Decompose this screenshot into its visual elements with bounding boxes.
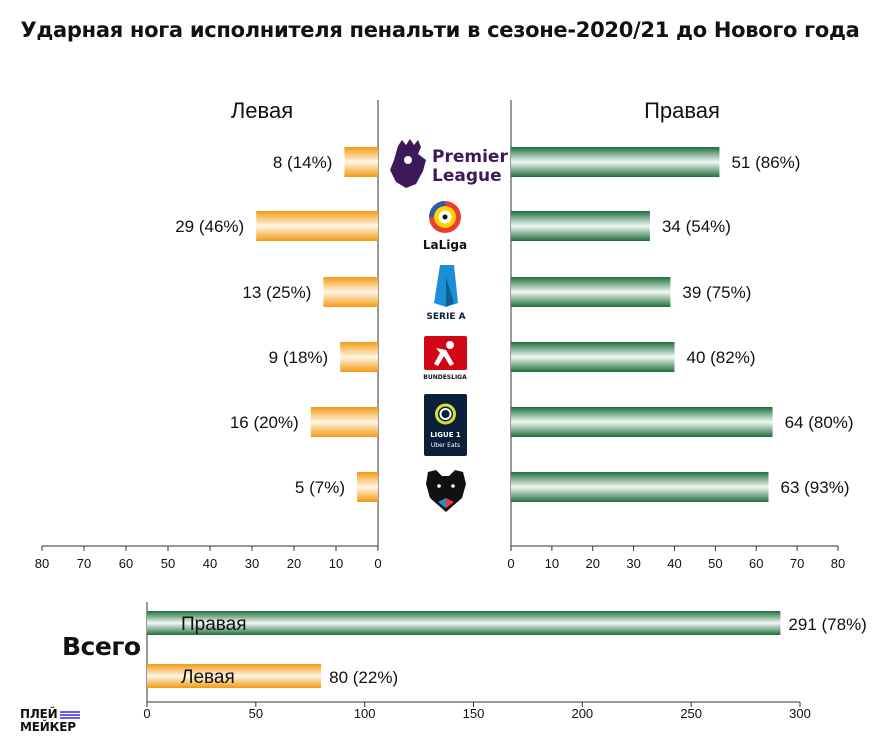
left-tick-label: 30: [245, 556, 259, 571]
left-tick-label: 40: [203, 556, 217, 571]
brand-line1-wrap: ПЛЕЙ: [20, 708, 90, 721]
rpl-bear-logo: [426, 470, 466, 512]
total-bar-category-2: Левая: [181, 667, 235, 688]
bundesliga-logo-text: BUNDESLIGA: [423, 374, 467, 381]
left-value-label-3: 13 (25%): [242, 283, 311, 302]
right-tick-label: 70: [790, 556, 804, 571]
total-tick-labels: 0 50 100 150 200 250 300: [143, 702, 811, 721]
left-tick-label: 10: [329, 556, 343, 571]
total-tick-label: 300: [789, 706, 811, 721]
right-tick-label: 10: [545, 556, 559, 571]
right-tick-label: 30: [626, 556, 640, 571]
right-bar-1: [511, 147, 720, 177]
right-bar-3: [511, 277, 671, 307]
left-bar-5: [310, 407, 378, 437]
left-value-label-1: 8 (14%): [273, 153, 333, 172]
chart-title: Ударная нога исполнителя пенальти в сезо…: [20, 18, 860, 42]
total-tick-label: 100: [354, 706, 376, 721]
left-tick-label: 70: [77, 556, 91, 571]
left-value-label-4: 9 (18%): [269, 348, 329, 367]
total-tick-label: 250: [680, 706, 702, 721]
right-value-label-4: 40 (82%): [687, 348, 756, 367]
ligue1-logo-text: LIGUE 1: [430, 431, 461, 439]
right-tick-label: 40: [667, 556, 681, 571]
right-value-label-2: 34 (54%): [662, 217, 731, 236]
ligue1-logo: LIGUE 1 Uber Eats: [424, 394, 467, 456]
left-tick-labels: 0 10 20 30 40 50 60 70 80: [35, 546, 382, 571]
right-bar-2: [511, 211, 650, 241]
left-bar-1: [344, 147, 378, 177]
right-bar-4: [511, 342, 675, 372]
premier-league-logo: Premier League: [390, 139, 508, 188]
right-tick-label: 60: [749, 556, 763, 571]
left-bar-3: [323, 277, 378, 307]
premier-league-logo-text: Premier: [432, 147, 508, 167]
left-value-label-2: 29 (46%): [175, 217, 244, 236]
total-bar-2: [147, 664, 322, 688]
left-tick-label: 80: [35, 556, 49, 571]
right-value-label-6: 63 (93%): [781, 478, 850, 497]
right-value-label-5: 64 (80%): [785, 413, 854, 432]
total-value-label-2: 80 (22%): [329, 668, 398, 687]
total-bars: Правая 291 (78%) Левая 80 (22%): [147, 611, 867, 688]
left-side-label: Левая: [231, 98, 293, 123]
bundesliga-logo: BUNDESLIGA: [423, 336, 467, 381]
left-bar-6: [357, 472, 378, 502]
left-bar-4: [340, 342, 378, 372]
right-tick-labels: 0 10 20 30 40 50 60 70 80: [507, 546, 845, 571]
right-side-label: Правая: [644, 98, 720, 123]
brand-bars-icon: [60, 710, 81, 720]
right-value-label-3: 39 (75%): [682, 283, 751, 302]
laliga-logo-text: LaLiga: [423, 238, 467, 252]
brand-logo: ПЛЕЙ МЕЙКЕР: [20, 708, 90, 734]
right-tick-label: 20: [586, 556, 600, 571]
total-tick-label: 200: [571, 706, 593, 721]
right-tick-label: 80: [831, 556, 845, 571]
total-heading: Всего: [62, 632, 141, 661]
left-bars: 8 (14%) 29 (46%) 13 (25%) 9 (18%) 16 (20%) 5 …: [175, 147, 378, 502]
ligue1-logo-subtext: Uber Eats: [431, 442, 460, 449]
total-tick-label: 50: [249, 706, 263, 721]
total-bar-category-1: Правая: [181, 614, 247, 635]
left-tick-label: 50: [161, 556, 175, 571]
right-bar-5: [511, 407, 773, 437]
total-tick-label: 0: [143, 706, 150, 721]
right-bar-6: [511, 472, 769, 502]
total-bar-1: [147, 611, 781, 635]
left-tick-label: 0: [374, 556, 381, 571]
left-bar-2: [256, 211, 378, 241]
right-bars: 51 (86%) 34 (54%) 39 (75%) 40 (82%) 64 (80%)…: [511, 147, 854, 502]
premier-league-logo-text2: League: [432, 166, 502, 186]
left-value-label-6: 5 (7%): [295, 478, 345, 497]
left-value-label-5: 16 (20%): [230, 413, 299, 432]
total-tick-label: 150: [463, 706, 485, 721]
right-value-label-1: 51 (86%): [731, 153, 800, 172]
serie-a-logo-text: SERIE A: [426, 312, 465, 322]
brand-line2: МЕЙКЕР: [20, 720, 76, 734]
right-tick-label: 50: [708, 556, 722, 571]
laliga-logo: LaLiga: [423, 201, 467, 252]
total-value-label-1: 291 (78%): [788, 615, 866, 634]
right-tick-label: 0: [507, 556, 514, 571]
brand-line1: ПЛЕЙ: [20, 707, 58, 721]
left-tick-label: 20: [287, 556, 301, 571]
serie-a-logo: SERIE A: [426, 265, 466, 322]
left-tick-label: 60: [119, 556, 133, 571]
